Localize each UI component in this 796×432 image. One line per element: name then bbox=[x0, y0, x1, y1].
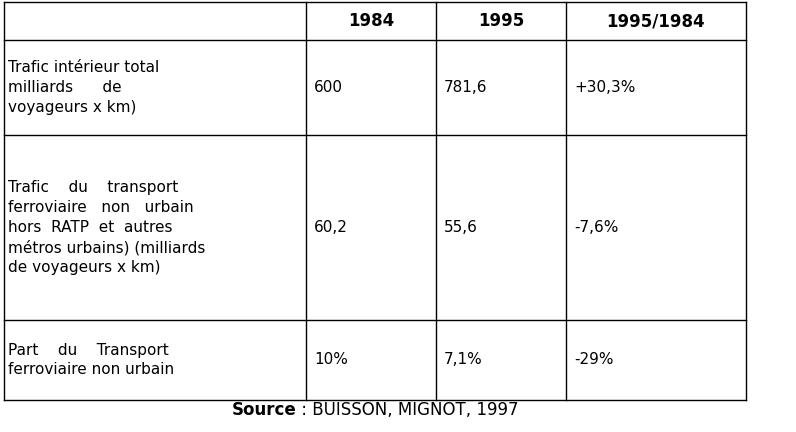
Text: voyageurs x km): voyageurs x km) bbox=[8, 100, 136, 115]
Text: 600: 600 bbox=[314, 80, 343, 95]
Text: métros urbains) (milliards: métros urbains) (milliards bbox=[8, 240, 205, 255]
Text: milliards      de: milliards de bbox=[8, 80, 122, 95]
Text: de voyageurs x km): de voyageurs x km) bbox=[8, 260, 161, 275]
Text: 1995/1984: 1995/1984 bbox=[607, 12, 705, 30]
Text: 1995: 1995 bbox=[478, 12, 524, 30]
Text: -7,6%: -7,6% bbox=[574, 220, 618, 235]
Text: 7,1%: 7,1% bbox=[444, 353, 482, 368]
Text: ferroviaire non urbain: ferroviaire non urbain bbox=[8, 362, 174, 378]
Text: 10%: 10% bbox=[314, 353, 348, 368]
Text: 1984: 1984 bbox=[348, 12, 394, 30]
Text: Part    du    Transport: Part du Transport bbox=[8, 343, 169, 358]
Text: 55,6: 55,6 bbox=[444, 220, 478, 235]
Text: -29%: -29% bbox=[574, 353, 614, 368]
Text: Trafic    du    transport: Trafic du transport bbox=[8, 180, 178, 195]
Text: ferroviaire   non   urbain: ferroviaire non urbain bbox=[8, 200, 193, 215]
Text: hors  RATP  et  autres: hors RATP et autres bbox=[8, 220, 173, 235]
Text: Trafic intérieur total: Trafic intérieur total bbox=[8, 60, 159, 75]
Text: : BUISSON, MIGNOT, 1997: : BUISSON, MIGNOT, 1997 bbox=[296, 401, 519, 419]
Text: Source: Source bbox=[232, 401, 296, 419]
Text: +30,3%: +30,3% bbox=[574, 80, 635, 95]
Text: 781,6: 781,6 bbox=[444, 80, 487, 95]
Text: 60,2: 60,2 bbox=[314, 220, 348, 235]
